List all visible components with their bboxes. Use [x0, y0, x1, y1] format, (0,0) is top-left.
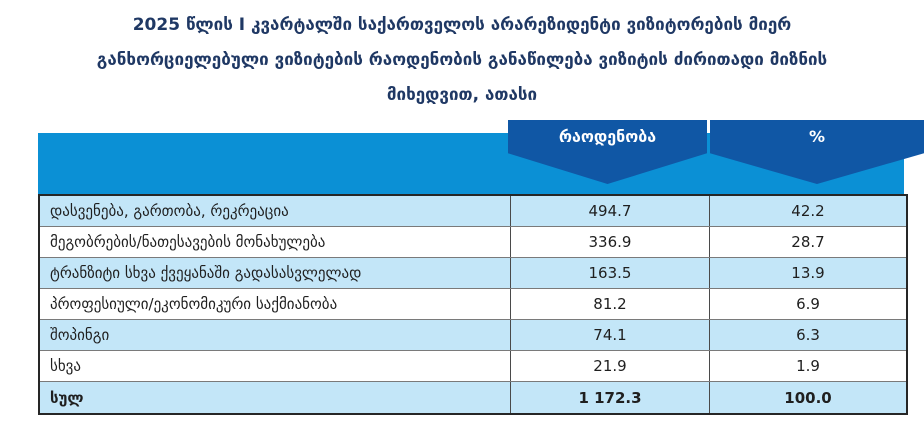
table-row: პროფესიული/ეკონომიკური საქმიანობა 81.2 6.9	[40, 289, 906, 320]
row-quantity: 336.9	[510, 227, 709, 257]
row-label: სხვა	[50, 357, 81, 375]
row-quantity: 494.7	[510, 196, 709, 226]
table-row: სხვა 21.9 1.9	[40, 351, 906, 382]
title-line-2: განხორციელებული ვიზიტების რაოდენობის გან…	[96, 50, 828, 70]
row-label: სულ	[50, 388, 84, 407]
row-label: ტრანზიტი სხვა ქვეყანაში გადასასვლელად	[50, 264, 362, 282]
row-quantity: 81.2	[510, 289, 709, 319]
table-rows: დასვენება, გართობა, რეკრეაცია 494.7 42.2 მე…	[38, 194, 908, 415]
row-percent: 42.2	[709, 196, 906, 226]
row-percent: 100.0	[709, 382, 906, 413]
row-label: შოპინგი	[50, 326, 110, 344]
row-quantity: 21.9	[510, 351, 709, 381]
row-quantity: 1 172.3	[510, 382, 709, 413]
table-row: დასვენება, გართობა, რეკრეაცია 494.7 42.2	[40, 196, 906, 227]
column-header-percent-label: %	[808, 127, 826, 146]
row-percent: 28.7	[709, 227, 906, 257]
row-percent: 13.9	[709, 258, 906, 288]
row-percent: 6.3	[709, 320, 906, 350]
table-row: შოპინგი 74.1 6.3	[40, 320, 906, 351]
row-label: მეგობრების/ნათესავების მონახულება	[50, 233, 326, 251]
row-label: დასვენება, გართობა, რეკრეაცია	[50, 202, 289, 220]
table-row: ტრანზიტი სხვა ქვეყანაში გადასასვლელად 163…	[40, 258, 906, 289]
table-row: მეგობრების/ნათესავების მონახულება 336.9 28…	[40, 227, 906, 258]
row-quantity: 163.5	[510, 258, 709, 288]
table-total-row: სულ 1 172.3 100.0	[40, 382, 906, 413]
page-title: 2025 წლის I კვარტალში საქართველოს არარეზ…	[0, 8, 924, 113]
row-label: პროფესიული/ეკონომიკური საქმიანობა	[50, 295, 338, 313]
row-percent: 1.9	[709, 351, 906, 381]
visits-table: რაოდენობა % დასვენება, გართობა, რეკრეაცი…	[38, 120, 924, 420]
column-header-quantity-label: რაოდენობა	[558, 127, 657, 146]
title-line-1: 2025 წლის I კვარტალში საქართველოს არარეზ…	[132, 15, 792, 35]
row-percent: 6.9	[709, 289, 906, 319]
row-quantity: 74.1	[510, 320, 709, 350]
title-line-3: მიხედვით, ათასი	[386, 85, 538, 105]
